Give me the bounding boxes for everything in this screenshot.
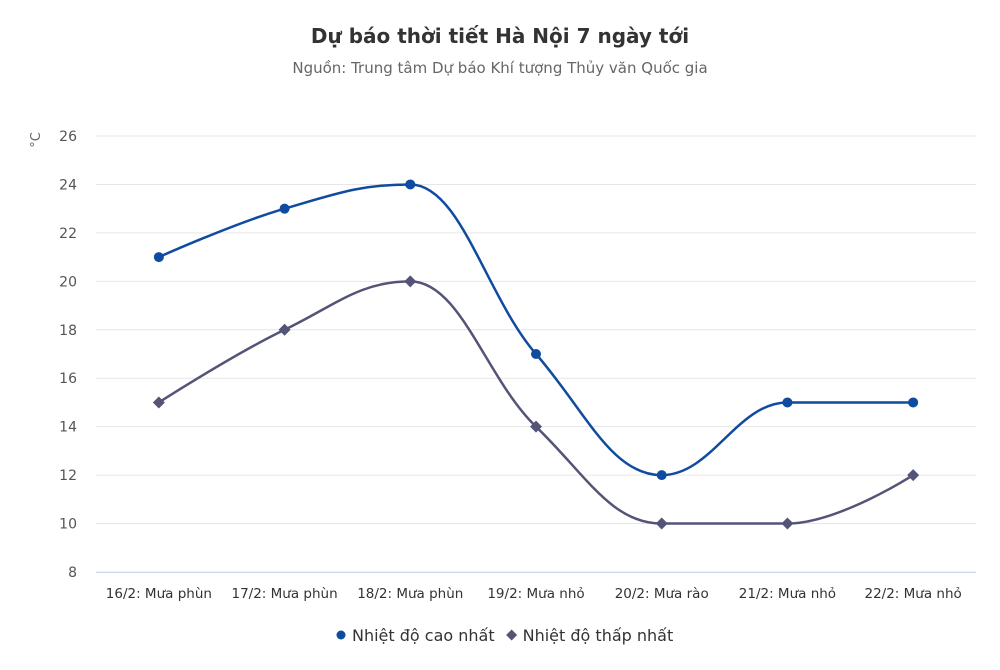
series (152, 179, 920, 530)
y-tick-label: 14 (59, 420, 77, 436)
legend-label: Nhiệt độ thấp nhất (523, 626, 674, 645)
x-tick-label: 22/2: Mưa nhỏ (864, 586, 961, 602)
marker-diamond (278, 323, 291, 336)
marker-diamond (152, 396, 165, 409)
chart-title: Dự báo thời tiết Hà Nội 7 ngày tới (311, 24, 689, 48)
y-axis-label: °C (29, 132, 44, 148)
y-tick-label: 22 (59, 226, 77, 242)
x-tick-labels: 16/2: Mưa phùn 17/2: Mưa phùn 18/2: Mưa ph… (106, 586, 962, 602)
x-tick-label: 19/2: Mưa nhỏ (487, 586, 584, 602)
x-tick-label: 18/2: Mưa phùn (357, 586, 463, 602)
y-tick-label: 18 (59, 323, 77, 339)
y-tick-label: 24 (59, 177, 77, 193)
marker-circle (656, 470, 667, 481)
marker-diamond (404, 275, 417, 288)
y-tick-label: 26 (59, 129, 77, 145)
marker-diamond (655, 517, 668, 530)
y-tick-label: 20 (59, 274, 77, 290)
marker-diamond (907, 469, 920, 482)
x-tick-label: 17/2: Mưa phùn (231, 586, 337, 602)
legend-item[interactable]: Nhiệt độ cao nhất (336, 626, 495, 645)
x-tick-label: 16/2: Mưa phùn (106, 586, 212, 602)
legend: Nhiệt độ cao nhất Nhiệt độ thấp nhất (336, 626, 673, 645)
marker-diamond (506, 629, 518, 641)
legend-item[interactable]: Nhiệt độ thấp nhất (506, 626, 673, 645)
marker-circle (908, 397, 919, 408)
chart-subtitle: Nguồn: Trung tâm Dự báo Khí tượng Thủy v… (292, 59, 707, 77)
legend-label: Nhiệt độ cao nhất (352, 626, 495, 645)
y-tick-label: 8 (68, 565, 77, 581)
y-tick-labels: 8 10 12 14 16 18 20 22 24 26 (59, 129, 77, 581)
series-low (152, 275, 920, 530)
marker-circle (782, 397, 793, 408)
series-high (153, 179, 919, 481)
marker-circle (336, 630, 346, 640)
y-tick-label: 16 (59, 371, 77, 387)
x-tick-label: 20/2: Mưa rào (615, 586, 709, 602)
y-tick-label: 10 (59, 517, 77, 533)
grid (96, 135, 976, 573)
marker-circle (531, 349, 541, 359)
y-tick-label: 12 (59, 468, 77, 484)
marker-circle (405, 179, 416, 190)
marker-diamond (530, 420, 542, 433)
x-tick-label: 21/2: Mưa nhỏ (739, 586, 836, 602)
marker-circle (279, 203, 290, 214)
marker-circle (153, 252, 164, 263)
marker-diamond (781, 517, 794, 530)
